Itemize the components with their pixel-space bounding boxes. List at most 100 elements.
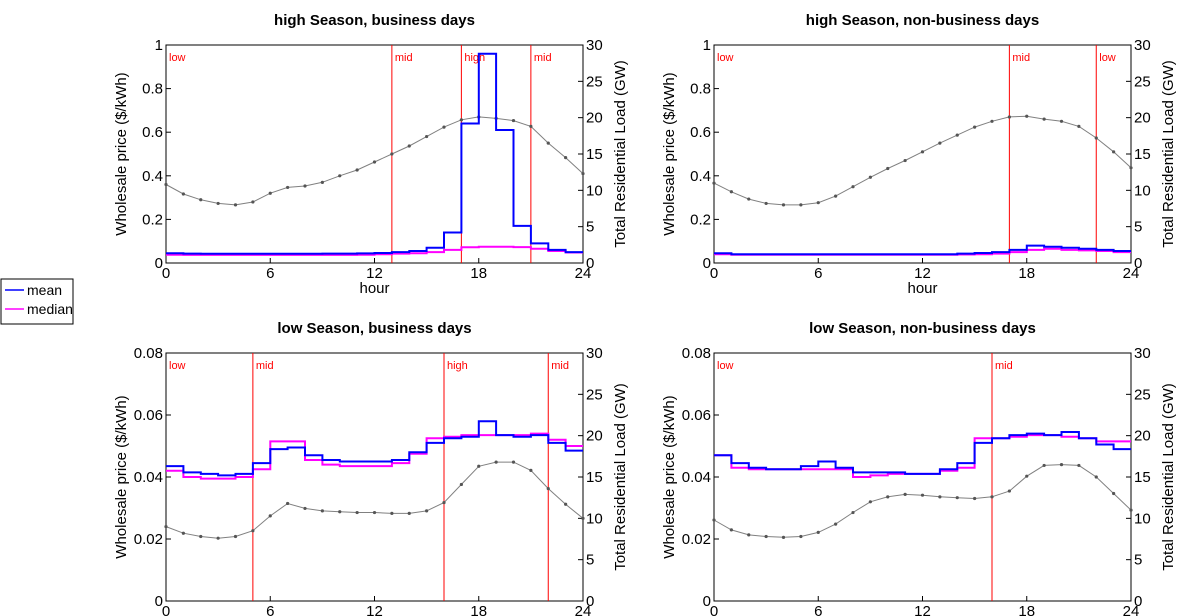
y2-tick-label: 20 [1134,110,1151,127]
x-axis-label: hour [359,280,389,297]
y2-tick-label: 10 [586,182,603,199]
load-point [338,510,342,514]
zone-label: mid [256,360,274,372]
y2-tick-label: 0 [586,255,594,272]
y2-tick-label: 15 [1134,146,1151,163]
y-tick-label: 0.02 [134,531,163,548]
load-point [390,511,394,515]
load-point [764,534,768,539]
y2-tick-label: 0 [586,593,594,610]
load-point [729,190,733,194]
load-point [181,192,185,196]
load-point [868,500,872,504]
y2-tick-label: 20 [586,428,603,445]
load-line [713,115,1132,206]
load-point [1129,508,1133,512]
legend-label-mean: mean [27,282,62,298]
y-tick-label: 1 [155,37,163,54]
load-point [372,160,377,164]
zone-label: low [169,360,186,372]
chart-title: high Season, non-business days [806,12,1039,29]
load-point [425,134,429,139]
y2-tick-label: 25 [586,73,603,90]
y-tick-label: 0 [703,255,711,272]
x-tick-label: 18 [1018,603,1035,616]
load-point [712,181,716,185]
zone-label: mid [534,52,552,64]
y2-tick-label: 30 [586,345,603,362]
zone-label: low [717,52,734,64]
y-tick-label: 0.4 [690,168,711,185]
y-tick-label: 0.04 [682,469,711,486]
load-point [407,511,411,515]
y2-tick-label: 20 [586,110,603,127]
plot-frame [713,352,1132,602]
load-point [1025,114,1029,118]
load-point [320,180,324,184]
load-point [938,141,942,145]
x-tick-label: 0 [710,265,718,282]
load-point [1042,117,1046,121]
x-tick-label: 18 [470,265,487,282]
x-tick-label: 6 [814,265,822,282]
y2-tick-label: 0 [1134,593,1142,610]
load-line [165,461,584,539]
load-point [372,510,377,515]
y2-tick-label: 5 [1134,552,1142,569]
load-point [990,495,994,499]
plot-frame [713,44,1132,264]
y2-axis-label: Total Residential Load (GW) [612,383,629,571]
load-point [851,185,855,189]
x-axis-label: hour [907,280,937,297]
load-point [1094,475,1098,479]
y-axis-label: Wholesale price ($/kWh) [113,72,130,235]
load-point [199,534,203,539]
y2-tick-label: 15 [586,469,603,486]
load-point [886,495,890,499]
plot-frame [165,352,584,602]
median-step-line [166,245,583,256]
load-point [868,175,872,179]
load-point [920,150,925,154]
load-point [442,125,446,129]
plot-frame [165,44,584,264]
load-line [713,464,1132,538]
y2-tick-label: 10 [1134,182,1151,199]
load-point [990,119,994,123]
load-point [216,201,220,206]
zone-label: mid [551,360,569,372]
y2-tick-label: 10 [586,510,603,527]
load-point [268,191,272,195]
load-point [581,516,585,520]
load-point [1059,463,1064,467]
chart-title: low Season, non-business days [809,320,1036,337]
x-tick-label: 0 [162,265,170,282]
x-tick-label: 6 [266,265,274,282]
load-point [303,506,307,511]
y-tick-label: 0 [155,593,163,610]
load-point [546,141,550,145]
y2-tick-label: 5 [586,552,594,569]
load-point [1077,463,1081,468]
y-tick-label: 0.6 [142,124,163,141]
load-point [355,510,359,515]
load-point [338,174,342,178]
load-point [407,144,411,148]
load-point [233,203,238,207]
y2-tick-label: 30 [1134,37,1151,54]
y2-tick-label: 5 [1134,219,1142,236]
y-tick-label: 0.08 [134,345,163,362]
mean-step-line [166,52,583,255]
zone-label: low [1099,52,1116,64]
y2-tick-label: 25 [586,386,603,403]
x-tick-label: 24 [575,265,592,282]
y-tick-label: 0.06 [682,407,711,424]
load-point [886,166,890,171]
y-tick-label: 0.8 [690,81,711,98]
y-axis-label: Wholesale price ($/kWh) [661,395,678,558]
y-tick-label: 0.2 [142,211,163,228]
load-point [216,536,220,540]
load-point [816,530,820,534]
load-point [459,482,463,487]
